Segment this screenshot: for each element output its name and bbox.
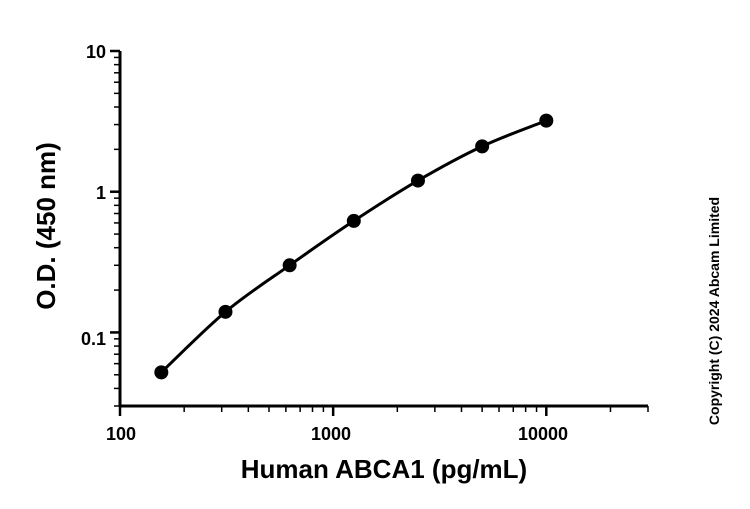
x-tick-label: 100	[106, 424, 136, 444]
data-points	[154, 113, 554, 380]
data-point	[539, 113, 554, 128]
data-point	[346, 213, 361, 228]
data-point	[475, 139, 490, 154]
x-axis-title: Human ABCA1 (pg/mL)	[241, 454, 527, 484]
y-tick-label: 10	[86, 42, 106, 62]
y-tick-label: 1	[96, 183, 106, 203]
fit-curve	[160, 119, 547, 374]
copyright-notice: Copyright (C) 2024 Abcam Limited	[706, 197, 722, 425]
y-tick-label: 0.1	[81, 329, 106, 349]
data-point	[218, 304, 233, 319]
axes	[118, 51, 648, 408]
x-tick-label: 1000	[311, 424, 351, 444]
data-point	[282, 258, 297, 273]
data-point	[154, 365, 169, 380]
x-tick-label: 10000	[518, 424, 568, 444]
ticks	[110, 49, 649, 416]
data-point	[410, 173, 425, 188]
y-axis-title: O.D. (450 nm)	[31, 142, 61, 310]
